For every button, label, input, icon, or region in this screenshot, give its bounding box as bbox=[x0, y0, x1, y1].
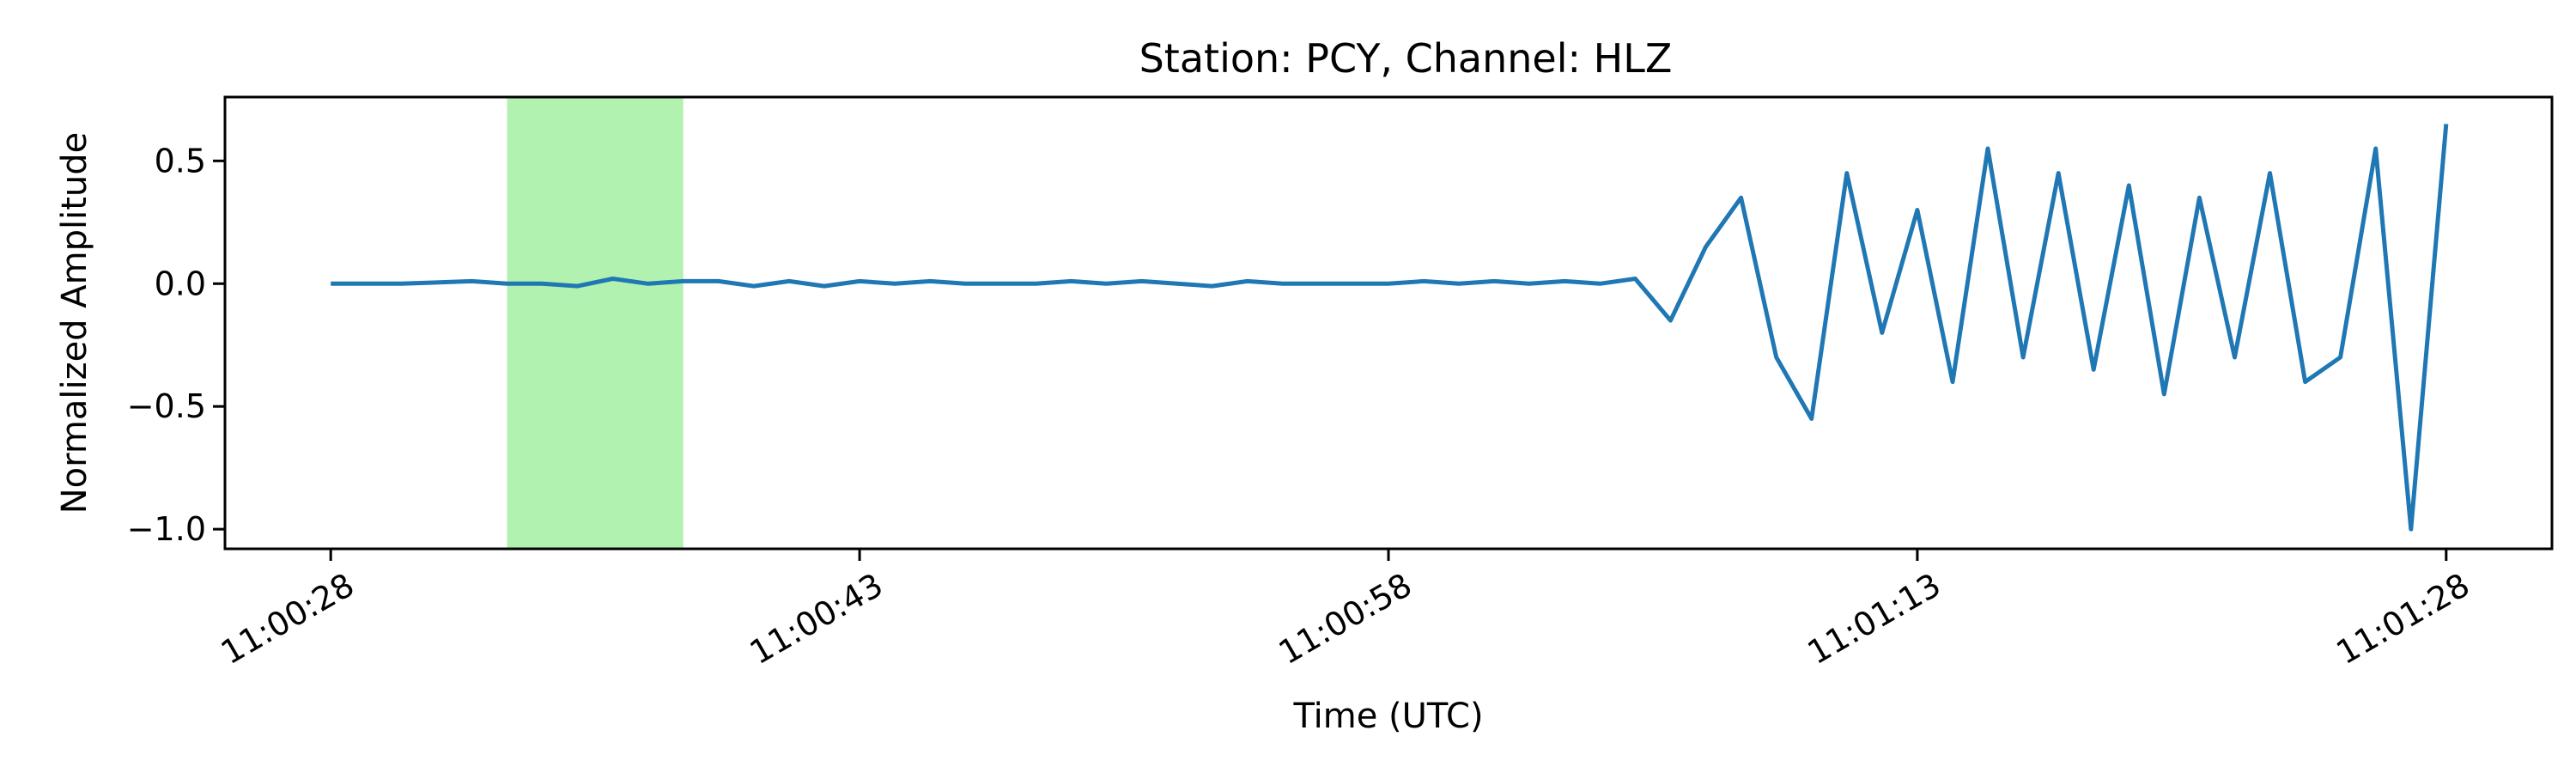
highlight-region bbox=[507, 97, 683, 549]
y-tick-label: 0.5 bbox=[155, 142, 206, 180]
x-tick-label: 11:00:43 bbox=[744, 566, 890, 672]
chart-title: Station: PCY, Channel: HLZ bbox=[1139, 35, 1673, 82]
y-axis-label: Normalized Amplitude bbox=[55, 132, 94, 514]
x-tick-label: 11:00:58 bbox=[1273, 566, 1419, 672]
y-axis-ticks: 0.5 0.0 −0.5 −1.0 bbox=[127, 142, 225, 548]
y-tick-label: 0.0 bbox=[155, 265, 206, 302]
x-axis-label: Time (UTC) bbox=[1292, 697, 1483, 736]
x-axis-ticks: 11:00:28 11:00:43 11:00:58 11:01:13 11:01:28 bbox=[215, 549, 2476, 672]
x-tick-label: 11:01:28 bbox=[2330, 566, 2476, 672]
plot-area bbox=[223, 95, 2554, 551]
y-tick-label: −0.5 bbox=[127, 387, 206, 425]
x-tick-label: 11:00:28 bbox=[215, 566, 361, 672]
x-tick-label: 11:01:13 bbox=[1801, 566, 1947, 672]
y-tick-label: −1.0 bbox=[127, 510, 206, 548]
waveform-trace bbox=[331, 124, 2449, 532]
